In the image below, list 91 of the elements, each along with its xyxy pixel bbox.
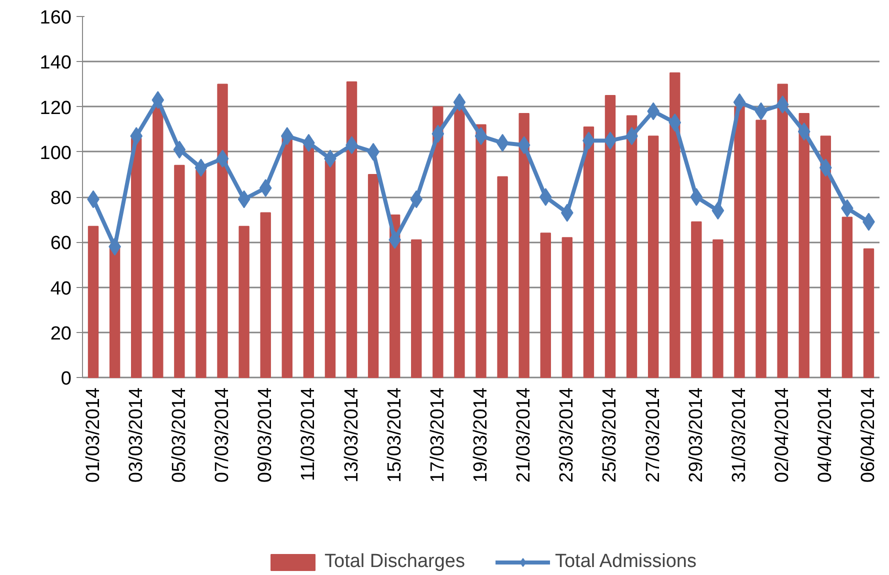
point: [388, 230, 402, 249]
bar: [131, 138, 142, 378]
legend-label: Total Admissions: [554, 551, 696, 573]
point: [690, 188, 703, 206]
x-tick-label: 27/03/2014: [642, 387, 664, 483]
bar: [518, 113, 530, 378]
bar: [798, 113, 810, 378]
bar: [303, 144, 314, 378]
x-tick-label: 15/03/2014: [384, 387, 406, 483]
bar: [282, 136, 292, 378]
bar: [174, 164, 185, 378]
legend-label: Total Discharges: [324, 551, 465, 573]
point: [733, 93, 746, 112]
bar: [109, 246, 120, 378]
bar: [432, 106, 444, 378]
y-tick-label: 60: [50, 233, 72, 254]
x-tick-label: 05/03/2014: [168, 387, 190, 483]
x-tick-label: 09/03/2014: [255, 387, 276, 483]
x-tick-label: 07/03/2014: [212, 387, 234, 483]
bar: [734, 106, 745, 378]
y-tick-label: 80: [50, 188, 72, 209]
bar: [324, 160, 336, 378]
point: [280, 127, 294, 146]
bar: [454, 106, 465, 378]
point: [819, 158, 832, 177]
x-tick-label: 19/03/2014: [470, 387, 492, 483]
bar: [88, 226, 99, 378]
point: [432, 124, 444, 143]
bar: [648, 136, 659, 378]
point: [539, 188, 552, 206]
bar: [626, 115, 638, 378]
point: [754, 102, 768, 120]
x-tick-label: 17/03/2014: [427, 387, 448, 483]
bar: [583, 126, 594, 378]
x-tick-label: 25/03/2014: [600, 387, 621, 483]
point: [560, 204, 574, 222]
point: [776, 95, 789, 114]
bar: [368, 174, 379, 378]
bar: [346, 81, 358, 378]
bar: [260, 212, 271, 378]
point: [798, 122, 810, 141]
bar: [217, 84, 228, 378]
bar: [691, 221, 702, 378]
x-tick-label: 02/04/2014: [772, 387, 794, 483]
y-tick-label: 40: [50, 278, 72, 300]
x-tick-label: 23/03/2014: [556, 387, 578, 483]
point: [668, 114, 682, 132]
bar: [604, 94, 616, 378]
point: [152, 90, 164, 109]
bar: [196, 169, 206, 378]
y-tick-label: 120: [40, 98, 72, 119]
point: [518, 136, 530, 154]
bar: [238, 226, 250, 378]
x-tick-label: 29/03/2014: [686, 387, 707, 483]
bar: [670, 72, 680, 378]
bar: [152, 106, 164, 378]
bar: [562, 237, 573, 378]
bar: [497, 176, 508, 378]
point: [496, 134, 509, 152]
x-tick-label: 13/03/2014: [341, 387, 362, 483]
bar: [476, 124, 486, 378]
bar: [411, 239, 422, 378]
point: [194, 158, 208, 177]
point: [410, 190, 423, 208]
bar: [820, 136, 831, 378]
bar: [712, 239, 724, 378]
y-tick-label: 100: [40, 142, 72, 164]
point: [474, 127, 488, 146]
point: [712, 202, 724, 220]
x-tick-label: 01/03/2014: [82, 387, 104, 483]
x-tick-label: 04/04/2014: [815, 387, 836, 483]
x-tick-label: 31/03/2014: [728, 387, 750, 483]
y-tick-label: 20: [50, 323, 72, 344]
bar: [540, 232, 551, 378]
y-tick-label: 140: [40, 52, 72, 74]
point: [259, 178, 272, 197]
y-tick-label: 160: [40, 8, 72, 28]
point: [130, 127, 143, 146]
bar: [842, 216, 853, 378]
x-tick-label: 03/03/2014: [126, 387, 147, 483]
point: [453, 93, 466, 112]
point: [238, 190, 250, 208]
y-tick-label: 0: [60, 368, 72, 390]
point: [216, 150, 229, 168]
point: [173, 140, 186, 159]
bar: [777, 84, 788, 378]
bar: [863, 248, 874, 378]
bar: [756, 120, 766, 378]
x-tick-label: 06/04/2014: [858, 387, 880, 483]
x-tick-label: 21/03/2014: [514, 387, 535, 483]
x-tick-label: 11/03/2014: [298, 387, 320, 482]
